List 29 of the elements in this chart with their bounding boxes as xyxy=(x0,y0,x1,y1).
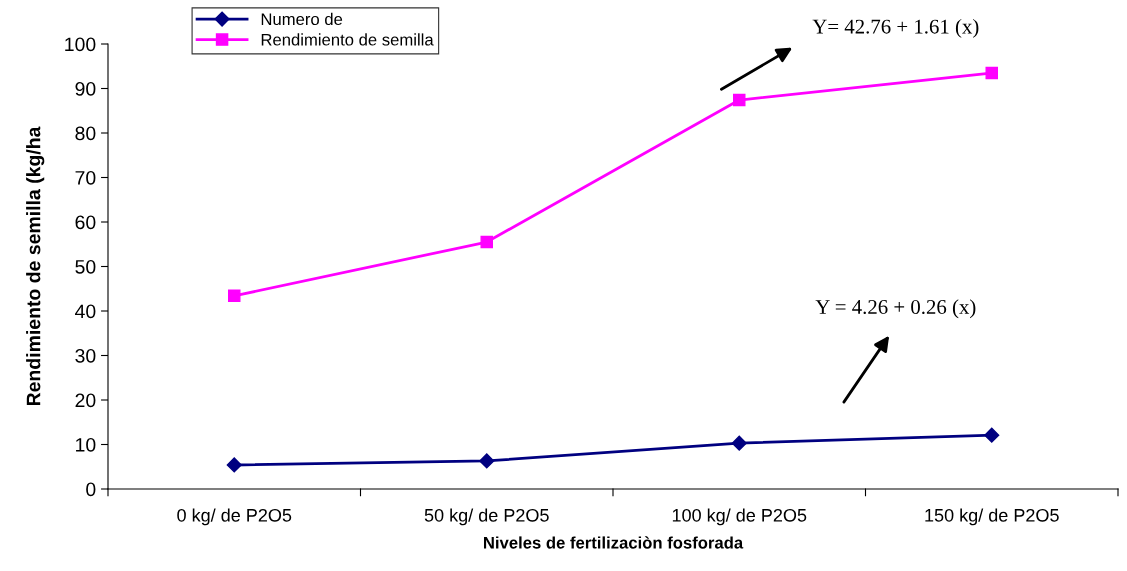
x-tick-label: 100 kg/ de P2O5 xyxy=(672,508,807,526)
point xyxy=(226,457,242,473)
x-tick-label: 50 kg/ de P2O5 xyxy=(424,508,549,526)
x-axis-title: Niveles de fertilizaciòn fosforada xyxy=(483,536,744,549)
legend-label: Rendimiento de semilla xyxy=(261,33,434,46)
text: Y= 42.76 + 1.61 (x) xyxy=(812,18,979,38)
y-tick-label: 10 xyxy=(76,437,96,452)
point xyxy=(731,435,747,451)
point xyxy=(227,289,241,303)
point xyxy=(984,427,1000,443)
y-tick-label: 70 xyxy=(75,170,96,185)
y-tick-label: 50 xyxy=(75,259,96,274)
point xyxy=(480,235,494,249)
y-tick-label: 0 xyxy=(86,482,96,497)
y-tick-label: 40 xyxy=(75,304,96,319)
point xyxy=(732,93,746,107)
y-tick-label: 90 xyxy=(75,81,96,96)
y-tick-label: 100 xyxy=(65,37,96,52)
x-tick-label: 150 kg/ de P2O5 xyxy=(925,508,1059,526)
legend-label: Numero de xyxy=(261,12,343,26)
y-tick-label: 20 xyxy=(75,393,96,408)
y-axis-title: Rendimiento de semilla (kg/ha xyxy=(26,126,45,406)
y-tick-label: 30 xyxy=(75,348,96,363)
point xyxy=(985,66,999,80)
y-tick-label: 80 xyxy=(75,126,96,141)
point xyxy=(479,453,495,469)
x-tick-label: 0 kg/ de P2O5 xyxy=(177,508,292,526)
annotation: Y = 4.26 + 0.26 (x) xyxy=(815,299,976,319)
y-tick-label: 60 xyxy=(75,215,96,230)
